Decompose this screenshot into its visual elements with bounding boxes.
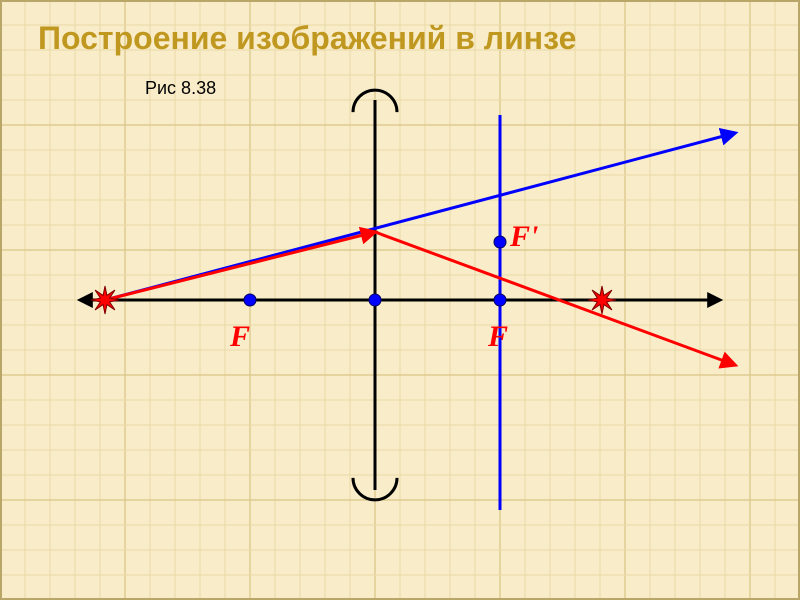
diagram-title: Построение изображений в линзе <box>38 20 576 57</box>
lens-diagram <box>0 0 800 600</box>
secondary-focus-dot <box>494 236 506 248</box>
focus-right-dot <box>494 294 506 306</box>
diagram-caption: Рис 8.38 <box>145 78 216 99</box>
label-focus-left: F <box>230 320 250 354</box>
focus-left-dot <box>244 294 256 306</box>
label-secondary-focus: F' <box>510 220 538 254</box>
image-point-icon <box>588 286 616 314</box>
lens-center-dot <box>369 294 381 306</box>
label-focus-right: F <box>488 320 508 354</box>
object-point-icon <box>91 286 119 314</box>
